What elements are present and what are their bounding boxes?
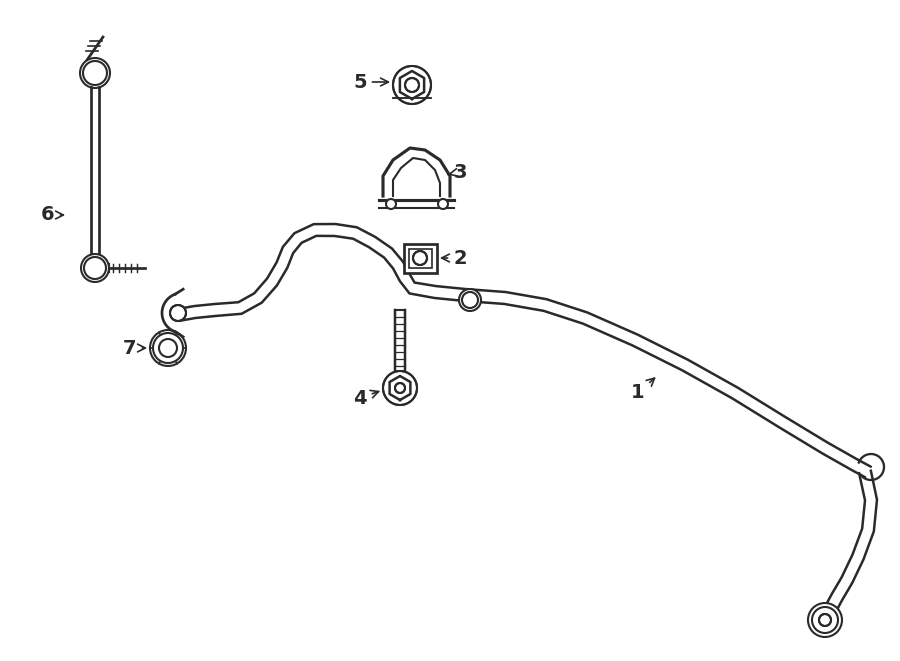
- Circle shape: [438, 199, 448, 209]
- Circle shape: [150, 330, 186, 366]
- Circle shape: [459, 289, 481, 311]
- Circle shape: [170, 305, 186, 321]
- Circle shape: [808, 603, 842, 637]
- Circle shape: [81, 254, 109, 282]
- Text: 4: 4: [353, 389, 379, 407]
- Circle shape: [413, 251, 427, 265]
- Bar: [404, 244, 437, 273]
- Text: 1: 1: [631, 378, 654, 403]
- Text: 2: 2: [442, 249, 467, 268]
- Text: 3: 3: [448, 163, 467, 182]
- Circle shape: [819, 614, 831, 626]
- Circle shape: [395, 383, 405, 393]
- Circle shape: [80, 58, 110, 88]
- Text: 5: 5: [353, 73, 389, 91]
- Text: 7: 7: [123, 338, 146, 358]
- Circle shape: [386, 199, 396, 209]
- Circle shape: [383, 371, 417, 405]
- Text: 6: 6: [41, 206, 63, 225]
- Circle shape: [393, 66, 431, 104]
- Circle shape: [405, 78, 419, 92]
- Bar: [409, 249, 432, 268]
